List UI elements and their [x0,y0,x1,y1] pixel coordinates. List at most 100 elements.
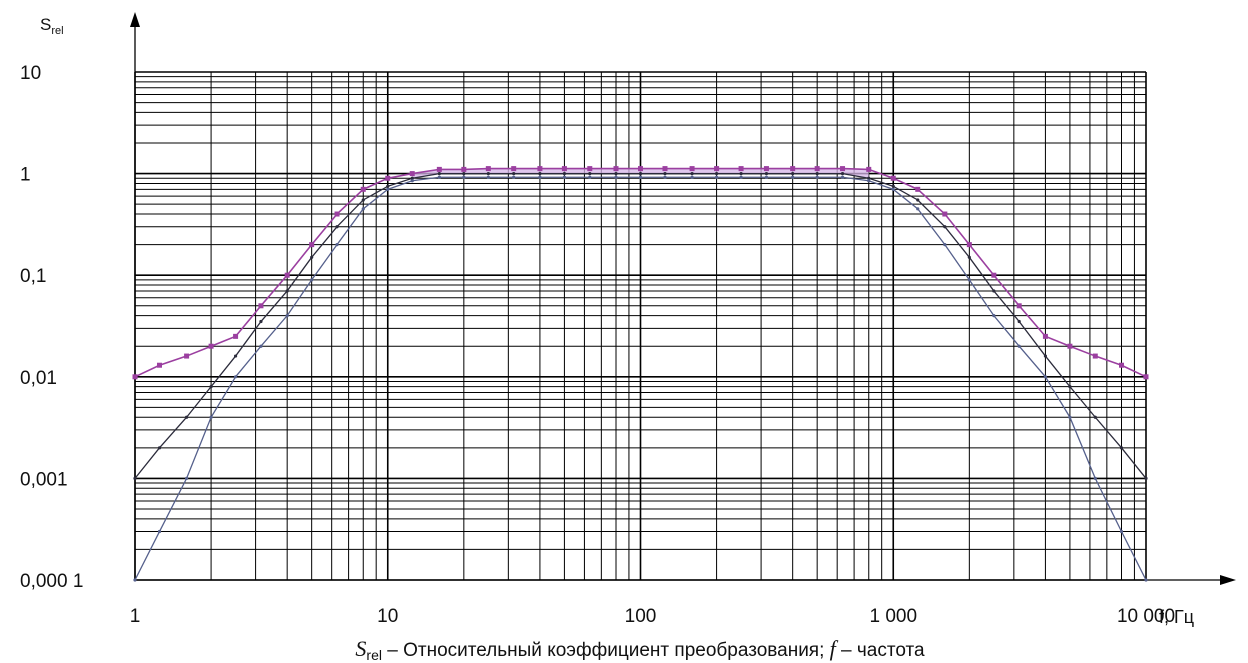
point-lower [614,175,618,179]
point-lower [462,175,466,179]
point-upper [890,175,896,181]
point-lower [335,243,339,247]
point-lower [233,375,238,379]
point-middle [714,172,719,176]
point-upper [309,242,315,248]
point-upper [1143,374,1149,380]
point-upper [942,211,948,217]
point-upper [613,166,619,172]
point-lower [967,278,971,282]
point-upper [284,272,290,278]
point-middle [1017,319,1021,324]
x-tick-label: 10 [377,606,398,627]
point-upper [587,166,593,172]
point-lower [739,175,743,179]
point-middle [1144,476,1148,480]
point-upper [409,171,415,177]
point-lower [310,278,314,282]
point-upper [436,166,442,172]
point-upper [714,166,720,172]
point-lower [259,344,263,348]
point-lower [1144,578,1148,582]
point-lower [410,179,414,183]
point-middle [1068,385,1072,389]
point-middle [133,476,137,480]
point-lower [1068,415,1072,419]
point-lower [588,175,592,179]
point-middle [184,415,189,419]
y-tick-label: 1 [20,165,31,186]
point-lower [916,207,920,211]
point-lower [512,175,516,179]
point-middle [638,172,643,176]
point-lower [1093,476,1097,480]
point-middle [943,225,947,229]
point-middle [916,198,920,202]
series-group [132,166,1149,582]
point-lower [437,175,441,179]
point-upper [233,333,239,339]
y-tick-label: 0,1 [20,266,46,287]
x-tick-label: 10 000 [1117,606,1175,627]
point-middle [967,255,971,259]
point-middle [614,172,618,176]
point-lower [638,175,643,179]
point-upper [915,186,921,192]
point-upper [1092,353,1098,359]
point-upper [1042,333,1048,339]
point-upper [1119,362,1125,368]
x-tick-label: 1 [130,606,141,627]
y-tick-label: 0,01 [20,368,57,389]
x-tick-label: 1 000 [869,606,917,627]
point-upper [485,166,491,172]
point-upper [966,242,972,248]
x-axis-label: f, Гц [1159,607,1194,627]
point-upper [385,175,391,181]
point-lower [1119,529,1124,534]
point-middle [386,184,390,188]
point-middle [562,172,567,176]
point-middle [992,289,996,293]
point-lower [184,476,189,480]
point-lower [690,175,694,179]
point-upper [334,211,340,217]
y-tick-label: 0,001 [20,469,68,490]
point-middle [209,385,213,389]
point-lower [133,578,137,582]
point-middle [310,255,314,259]
point-middle [588,172,592,176]
point-lower [867,179,871,183]
y-tick-label: 0,000 1 [20,571,83,592]
point-lower [791,175,795,179]
y-axis-arrow [130,12,140,27]
point-middle [867,176,871,180]
point-middle [1043,354,1048,358]
point-upper [991,272,997,278]
point-lower [157,529,162,534]
point-upper [840,166,846,172]
point-upper [638,166,643,172]
point-middle [840,172,845,176]
point-lower [663,175,667,179]
point-lower [943,243,947,247]
point-lower [815,175,819,179]
point-upper [258,303,264,309]
point-middle [410,176,414,180]
x-tick-label: 100 [625,606,657,627]
point-middle [486,172,490,176]
point-lower [764,175,769,179]
point-middle [1093,415,1097,419]
point-middle [739,172,743,176]
point-upper [461,166,467,172]
point-middle [690,172,694,176]
point-lower [209,415,213,419]
point-upper [814,166,820,172]
point-middle [663,172,667,176]
point-lower [285,314,289,318]
point-middle [285,289,289,293]
point-upper [156,362,162,368]
point-upper [866,166,872,172]
point-upper [763,166,769,172]
point-upper [132,374,138,380]
point-middle [462,172,466,176]
